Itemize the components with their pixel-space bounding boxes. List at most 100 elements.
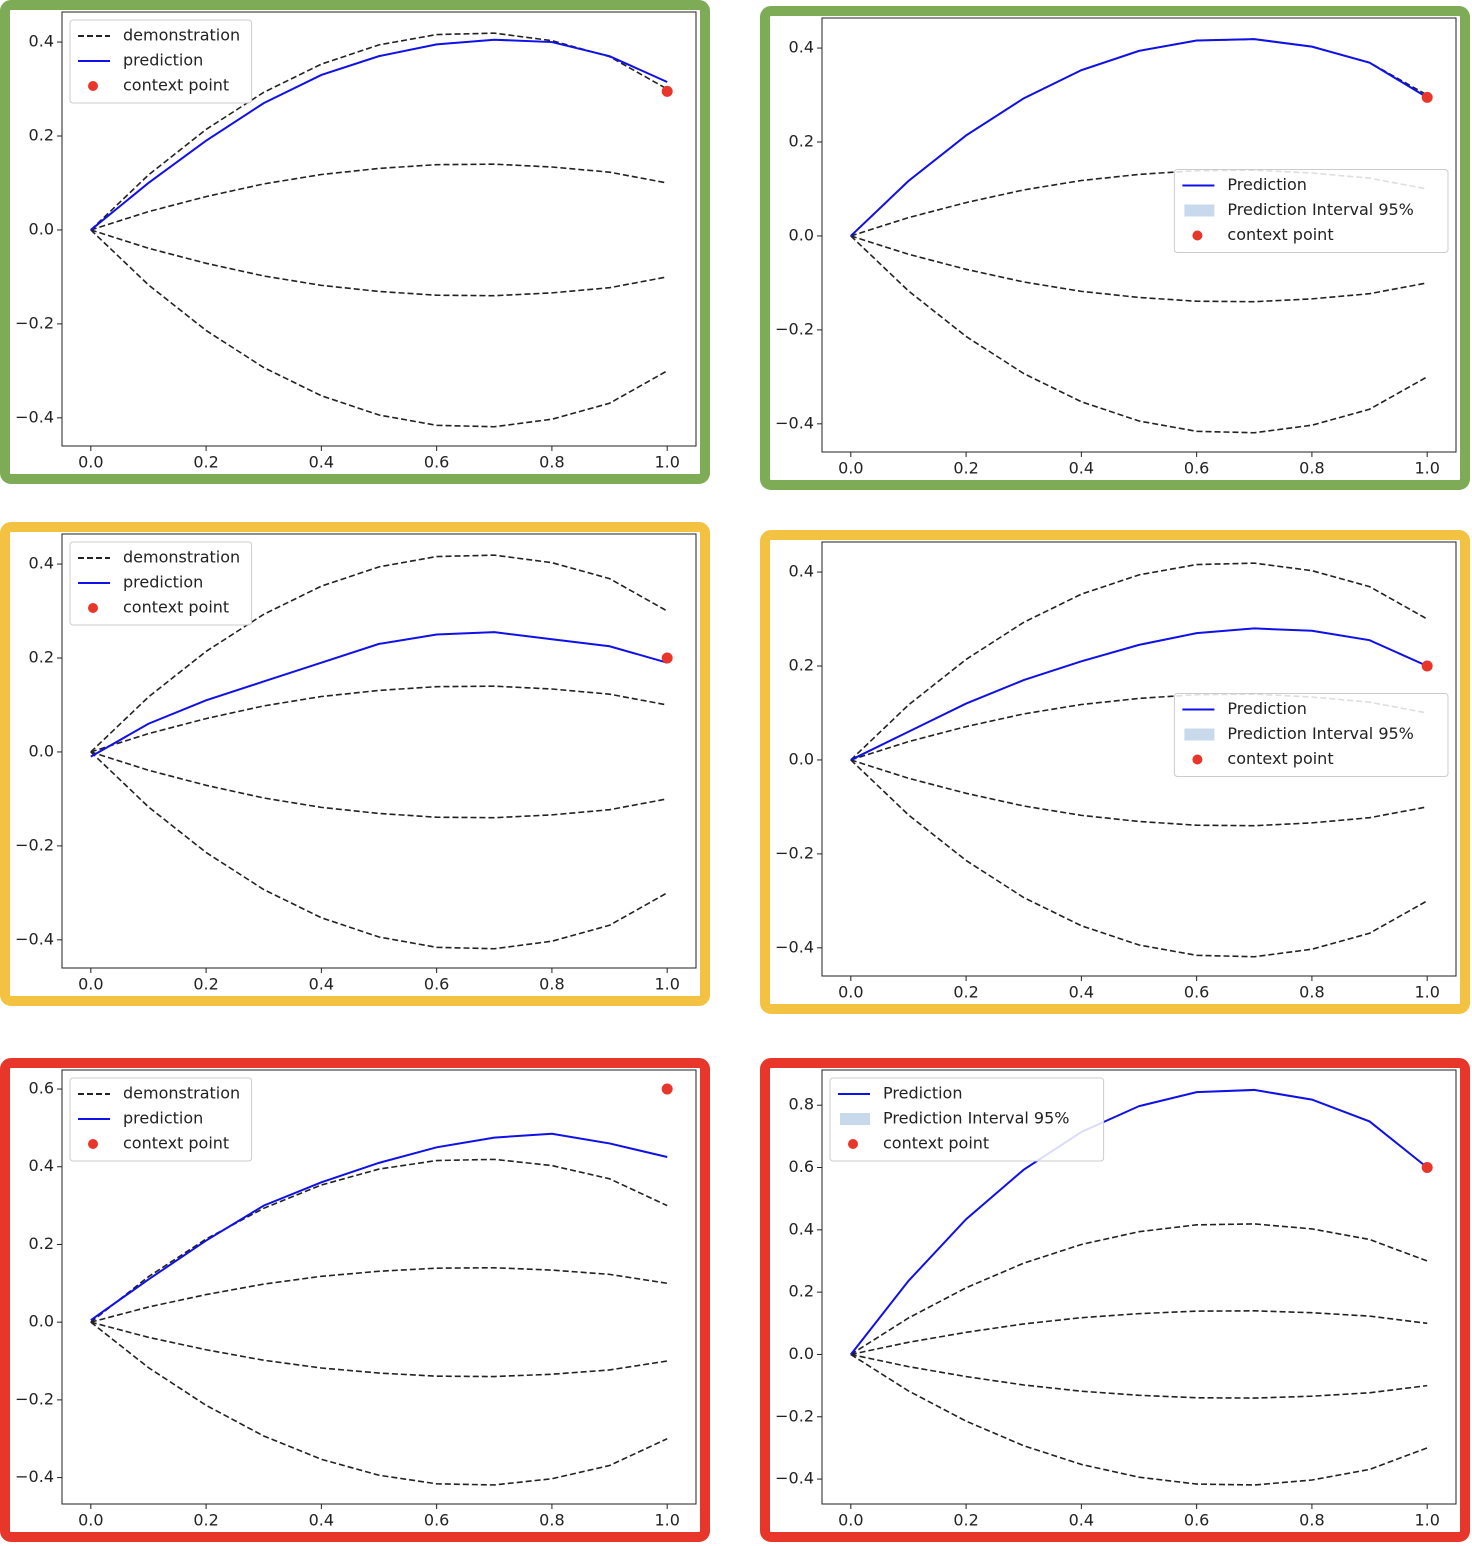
- legend-label: Prediction Interval 95%: [1227, 724, 1414, 743]
- y-tick-label: 0.0: [29, 741, 54, 760]
- demonstration-line: [850, 235, 1428, 434]
- prediction-line: [850, 38, 1428, 237]
- x-tick-label: 0.8: [1299, 983, 1324, 1002]
- y-tick-label: −0.2: [15, 1389, 54, 1408]
- legend-marker: [88, 1139, 98, 1149]
- x-tick-label: 0.4: [1069, 1511, 1094, 1530]
- demonstration-line: [90, 685, 668, 753]
- legend-box: [829, 1077, 1105, 1162]
- x-tick-label: 0.2: [953, 1511, 978, 1530]
- panel-frame: [0, 1058, 710, 1542]
- demonstration-line: [850, 759, 1428, 958]
- legend-marker: [88, 603, 98, 613]
- prediction-line: [90, 1132, 668, 1322]
- y-tick-label: 0.6: [29, 1079, 54, 1098]
- chart-panel: 0.0 0.2 0.4 0.6 0.8 1.0 −0.4 −0.2 0.0 0.2 0.4 Predi…: [760, 6, 1470, 490]
- demonstration-line: [850, 759, 1428, 827]
- context-point: [1421, 660, 1433, 672]
- legend-label: Prediction: [1227, 699, 1306, 718]
- y-tick-label: 0.4: [29, 32, 54, 51]
- legend: Prediction Prediction Interval 95% context…: [829, 1077, 1105, 1162]
- x-tick-label: 0.0: [78, 1511, 103, 1530]
- y-tick-label: −0.4: [15, 407, 54, 426]
- x-tick-label: 1.0: [654, 453, 679, 472]
- legend-marker: [840, 1113, 870, 1125]
- x-tick-label: 0.6: [424, 1511, 449, 1530]
- plot-marks: [850, 38, 1433, 434]
- legend: Prediction Prediction Interval 95% context…: [1173, 169, 1449, 253]
- legend-box: [1173, 693, 1449, 777]
- panel-frame: [0, 0, 710, 484]
- x-tick-label: 1.0: [654, 1511, 679, 1530]
- chart-panel: 0.0 0.2 0.4 0.6 0.8 1.0 −0.4 −0.2 0.0 0.2 0.4 0.6 0.…: [760, 1058, 1470, 1542]
- y-tick-label: 0.4: [789, 562, 814, 581]
- chart-panel: 0.0 0.2 0.4 0.6 0.8 1.0 −0.4 −0.2 0.0 0.2 0.4 demon…: [0, 522, 710, 1006]
- y-tick-label: 0.0: [789, 749, 814, 768]
- panel-frame: [760, 1058, 1470, 1542]
- demonstration-line: [90, 229, 668, 428]
- legend-label: Prediction: [1227, 175, 1306, 194]
- legend-box: [69, 541, 253, 626]
- legend-label: context point: [1227, 225, 1333, 244]
- x-tick-label: 0.0: [78, 453, 103, 472]
- x-tick-label: 1.0: [1414, 983, 1439, 1002]
- x-tick-label: 1.0: [1414, 1511, 1439, 1530]
- demonstration-line: [90, 1158, 668, 1323]
- y-tick-label: −0.2: [775, 319, 814, 338]
- legend-label: demonstration: [123, 548, 240, 567]
- y-tick-label: 0.0: [789, 1344, 814, 1363]
- x-tick-label: 0.6: [1184, 1511, 1209, 1530]
- demonstration-line: [90, 163, 668, 231]
- legend-marker: [1192, 230, 1203, 241]
- legend: Prediction Prediction Interval 95% context…: [1173, 693, 1449, 777]
- y-tick-label: 0.0: [789, 225, 814, 244]
- demonstration-line: [850, 1223, 1428, 1356]
- legend-label: prediction: [123, 1109, 203, 1128]
- x-tick-label: 0.6: [424, 975, 449, 994]
- demonstration-line: [90, 751, 668, 819]
- y-tick-label: 0.6: [789, 1157, 814, 1176]
- plot-marks: [90, 554, 673, 950]
- y-tick-label: 0.2: [789, 1282, 814, 1301]
- legend-label: Prediction Interval 95%: [883, 1109, 1070, 1128]
- y-tick-label: −0.4: [15, 929, 54, 948]
- legend-label: context point: [883, 1134, 989, 1153]
- chart: 0.0 0.2 0.4 0.6 0.8 1.0 −0.4 −0.2 0.0 0.2 0.4 Predi…: [760, 530, 1470, 1014]
- x-tick-label: 0.8: [1299, 1511, 1324, 1530]
- chart: 0.0 0.2 0.4 0.6 0.8 1.0 −0.4 −0.2 0.0 0.2 0.4 demon…: [0, 0, 710, 484]
- chart: 0.0 0.2 0.4 0.6 0.8 1.0 −0.4 −0.2 0.0 0.2 0.4 0.6 de…: [0, 1058, 710, 1542]
- y-tick-label: 0.2: [29, 648, 54, 667]
- y-tick-label: 0.2: [29, 126, 54, 145]
- y-tick-label: −0.4: [775, 413, 814, 432]
- demonstration-line: [90, 554, 668, 753]
- legend-label: prediction: [123, 51, 203, 70]
- legend-box: [69, 19, 253, 104]
- demonstration-line: [90, 1266, 668, 1323]
- x-tick-label: 0.8: [1299, 459, 1324, 478]
- y-tick-label: 0.2: [789, 132, 814, 151]
- chart: 0.0 0.2 0.4 0.6 0.8 1.0 −0.4 −0.2 0.0 0.2 0.4 demon…: [0, 522, 710, 1006]
- y-tick-label: −0.4: [775, 1469, 814, 1488]
- plot-marks: [90, 1083, 673, 1486]
- demonstration-line: [90, 1321, 668, 1486]
- x-tick-label: 1.0: [654, 975, 679, 994]
- prediction-line: [90, 38, 668, 231]
- legend-box: [69, 1077, 253, 1162]
- legend-marker: [848, 1139, 858, 1149]
- y-tick-label: 0.8: [789, 1095, 814, 1114]
- demonstration-line: [850, 235, 1428, 303]
- demonstration-line: [850, 1353, 1428, 1399]
- legend: demonstration prediction context point: [69, 1077, 253, 1162]
- y-tick-label: 0.2: [29, 1234, 54, 1253]
- y-tick-label: 0.4: [789, 1219, 814, 1238]
- y-tick-label: −0.2: [775, 843, 814, 862]
- panel-frame: [0, 522, 710, 1006]
- legend-label: prediction: [123, 573, 203, 592]
- demonstration-line: [850, 1310, 1428, 1356]
- demonstration-line: [90, 751, 668, 950]
- legend-label: context point: [123, 598, 229, 617]
- legend: demonstration prediction context point: [69, 541, 253, 626]
- x-tick-label: 0.0: [78, 975, 103, 994]
- demonstration-line: [90, 229, 668, 297]
